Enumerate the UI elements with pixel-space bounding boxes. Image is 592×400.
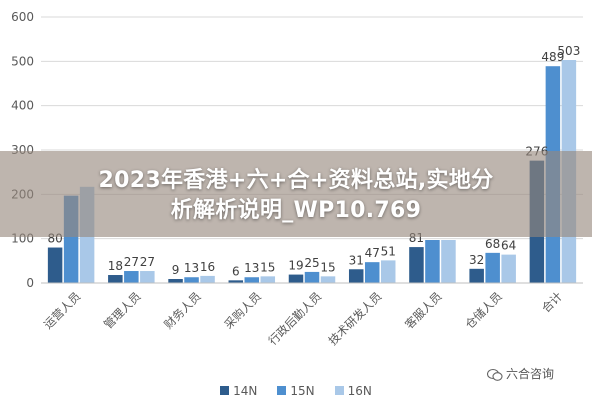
- bar: [288, 274, 304, 283]
- legend-label: 16N: [347, 384, 372, 398]
- legend-label: 15N: [290, 384, 315, 398]
- bar: [228, 280, 244, 283]
- data-label: 47: [365, 246, 380, 260]
- bar: [425, 239, 440, 283]
- data-label: 27: [140, 255, 155, 269]
- category-label: 财务人员: [161, 289, 203, 331]
- data-label: 489: [541, 50, 564, 64]
- bar: [124, 271, 139, 283]
- bar: [260, 276, 276, 283]
- bar: [409, 247, 424, 283]
- bar: [441, 239, 456, 283]
- chat-bubble-icon: [487, 368, 503, 381]
- data-label: 13: [244, 261, 259, 275]
- legend-item: 14N: [220, 384, 257, 398]
- data-label: 25: [304, 256, 319, 270]
- bar: [47, 247, 63, 283]
- legend-label: 14N: [233, 384, 258, 398]
- category-label: 合计: [539, 289, 566, 316]
- overlay-banner: [0, 151, 592, 237]
- category-label: 采购人员: [221, 289, 263, 331]
- bar: [501, 254, 516, 283]
- data-label: 6: [232, 264, 240, 278]
- data-label: 15: [320, 260, 335, 274]
- data-label: 15: [260, 260, 275, 274]
- category-label: 仓储人员: [462, 289, 504, 331]
- data-label: 68: [485, 237, 500, 251]
- bar: [364, 262, 380, 283]
- y-tick-label: 0: [26, 276, 34, 290]
- category-label: 管理人员: [101, 289, 143, 331]
- legend-item: 16N: [334, 384, 372, 398]
- bar: [168, 279, 183, 283]
- banner-line-1: 2023年香港+六+合+资料总站,实地分: [98, 168, 494, 193]
- data-label: 32: [469, 253, 484, 267]
- bar: [140, 271, 155, 283]
- data-label: 64: [501, 239, 516, 253]
- bar: [244, 277, 260, 283]
- y-tick-label: 400: [11, 99, 34, 113]
- data-label: 13: [184, 261, 199, 275]
- y-tick-label: 500: [11, 54, 34, 68]
- banner-line-2: 析解析说明_WP10.769: [170, 198, 422, 223]
- bar: [108, 275, 123, 283]
- legend-swatch: [277, 386, 287, 395]
- data-label: 9: [172, 263, 180, 277]
- y-axis: 0100200300400500600: [11, 10, 34, 290]
- bar: [380, 260, 396, 283]
- data-label: 27: [124, 255, 139, 269]
- category-label: 行政后勤人员: [265, 289, 324, 348]
- legend-swatch: [220, 386, 230, 395]
- data-label: 19: [288, 259, 303, 273]
- legend-item: 15N: [277, 384, 315, 398]
- bar: [184, 277, 199, 283]
- data-label: 503: [557, 44, 580, 58]
- legend-swatch: [334, 386, 344, 395]
- watermark: 六合咨询: [487, 365, 554, 382]
- bar: [485, 252, 500, 283]
- data-label: 31: [349, 253, 364, 267]
- bar: [304, 271, 320, 283]
- overlay-banner-text: 2023年香港+六+合+资料总站,实地分 析解析说明_WP10.769: [30, 166, 562, 226]
- category-label: 客服人员: [402, 289, 444, 331]
- data-label: 16: [200, 260, 215, 274]
- data-label: 18: [108, 259, 123, 273]
- bar: [469, 268, 484, 283]
- data-label: 51: [381, 244, 396, 258]
- bar: [348, 269, 364, 283]
- bar: [200, 275, 215, 283]
- x-axis: 运营人员 管理人员 财务人员 采购人员 行政后勤人员 技术研发人员 客服人员 仓储人员 合计: [41, 282, 583, 348]
- watermark-text: 六合咨询: [506, 367, 555, 381]
- legend: 14N 15N 16N: [0, 384, 592, 398]
- y-tick-label: 600: [11, 10, 34, 24]
- bar: [320, 276, 336, 283]
- category-label: 运营人员: [41, 289, 83, 331]
- category-label: 技术研发人员: [326, 289, 385, 348]
